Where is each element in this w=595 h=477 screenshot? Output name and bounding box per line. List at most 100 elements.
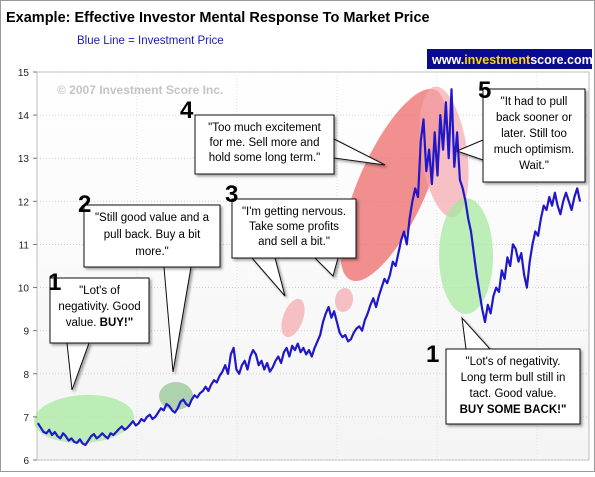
data-point xyxy=(249,355,251,358)
callout-line: "I'm getting nervous. xyxy=(242,206,346,218)
data-point xyxy=(537,235,539,237)
data-point xyxy=(406,243,408,245)
data-point xyxy=(453,166,455,168)
callout-5: 5 "It had to pull back sooner or later. Sti… xyxy=(455,77,586,183)
data-point xyxy=(383,278,385,280)
data-point xyxy=(146,416,148,418)
data-point xyxy=(498,291,500,293)
data-point xyxy=(277,355,279,358)
data-point xyxy=(274,360,277,362)
data-point xyxy=(476,274,478,276)
data-point xyxy=(395,265,397,267)
callout-4: 4 "Too much excitement for me. Sell more a… xyxy=(180,97,386,175)
data-point xyxy=(520,252,522,254)
callout-number: 4 xyxy=(180,97,194,124)
y-tick-label: 10 xyxy=(18,284,30,295)
data-point xyxy=(191,399,193,401)
callout-line: Long term bull still in xyxy=(461,372,566,384)
data-point xyxy=(126,427,128,429)
data-point xyxy=(353,332,355,334)
data-point xyxy=(506,256,508,258)
data-point xyxy=(196,396,198,399)
callout-line: "Lot's of xyxy=(79,285,121,297)
brand-url: www.investmentscore.com xyxy=(431,53,593,67)
callout-line: tact. Good value. xyxy=(470,388,557,400)
data-point xyxy=(425,170,427,172)
data-point xyxy=(140,418,142,420)
data-point xyxy=(221,371,223,373)
callout-text: "Still good value and a pull back. Buy a … xyxy=(95,212,210,258)
copyright-text: © 2007 Investment Score Inc. xyxy=(57,83,223,97)
callout-line: much optimism. xyxy=(494,144,575,156)
data-point xyxy=(205,386,207,388)
data-point xyxy=(272,366,274,368)
data-point xyxy=(115,431,117,433)
data-point xyxy=(216,381,218,383)
callout-layer: 1 "Lot's of negativity. Good value. BUY!"2 "… xyxy=(48,77,586,425)
callout-line: value. xyxy=(66,317,100,329)
data-point xyxy=(207,390,209,392)
data-point xyxy=(392,261,394,263)
data-point xyxy=(76,442,78,444)
data-point xyxy=(297,343,299,345)
data-point xyxy=(51,434,53,436)
callout-text: "Lot's of negativity. Long term bull stil… xyxy=(460,356,567,416)
data-point xyxy=(478,291,480,293)
data-point xyxy=(263,368,265,371)
callout-number: 1 xyxy=(426,341,439,368)
callout-line: Wait." xyxy=(519,160,549,172)
data-point xyxy=(37,422,39,424)
data-point xyxy=(434,131,436,133)
data-point xyxy=(515,248,517,250)
callout-line: pull back. Buy a bit xyxy=(104,229,201,241)
data-point xyxy=(462,187,464,189)
callout-line: later. Still too xyxy=(501,128,567,140)
data-point xyxy=(409,218,411,220)
data-point xyxy=(154,416,156,418)
data-point xyxy=(526,287,528,289)
callout-number: 2 xyxy=(78,191,91,218)
data-point xyxy=(235,368,237,371)
callout-3: 3 "I'm getting nervous. Take some profits a… xyxy=(225,181,357,297)
data-point xyxy=(372,297,374,299)
callout-line: and sell a bit." xyxy=(258,236,330,248)
data-point xyxy=(559,213,562,215)
data-point xyxy=(504,278,506,280)
data-point xyxy=(151,418,154,420)
data-point xyxy=(347,340,349,342)
data-point xyxy=(548,196,550,198)
data-point xyxy=(531,243,534,245)
data-point xyxy=(188,405,190,407)
callout-text: "Lot's of negativity. Good value. BUY!" xyxy=(58,285,140,329)
data-point xyxy=(358,325,360,327)
data-point xyxy=(473,252,475,254)
data-point xyxy=(319,334,321,336)
data-point xyxy=(40,427,42,429)
data-point xyxy=(456,131,458,133)
callout-1: 1 "Lot's of negativity. Good value. BUY!" xyxy=(48,269,150,391)
data-point xyxy=(302,347,304,349)
data-point xyxy=(529,261,531,263)
y-tick-label: 14 xyxy=(18,111,30,122)
data-point xyxy=(442,149,444,151)
callout-line: "Lot's of negativity. xyxy=(466,356,561,368)
data-point xyxy=(252,349,254,351)
data-point xyxy=(199,392,201,394)
brand-badge: www.investmentscore.com xyxy=(427,49,593,69)
data-point xyxy=(59,437,62,439)
data-point xyxy=(571,209,573,211)
data-point xyxy=(445,101,447,103)
callout-text: "It had to pull back sooner or later. Stil… xyxy=(494,96,575,172)
zone-sell-big xyxy=(340,88,446,282)
callout-box xyxy=(49,277,150,344)
data-point xyxy=(241,364,243,366)
data-point xyxy=(70,437,73,439)
data-point xyxy=(381,287,383,289)
data-point xyxy=(124,429,126,431)
data-point xyxy=(316,340,318,342)
callout-line: "Still good value and a xyxy=(95,212,210,224)
data-point xyxy=(420,140,422,142)
data-point xyxy=(311,355,313,358)
data-point xyxy=(517,261,520,263)
callout-bold-tail: BUY SOME BACK!" xyxy=(460,404,567,416)
